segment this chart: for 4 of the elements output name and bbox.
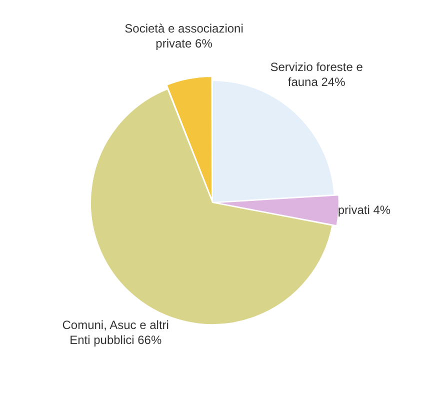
slice-label: Servizio foreste e fauna 24% [270,60,364,90]
slice-label: privati 4% [338,202,391,217]
slice-label: Comuni, Asuc e altri Enti pubblici 66% [62,318,169,347]
slice-label: Società e associazioni private 6% [124,22,244,51]
